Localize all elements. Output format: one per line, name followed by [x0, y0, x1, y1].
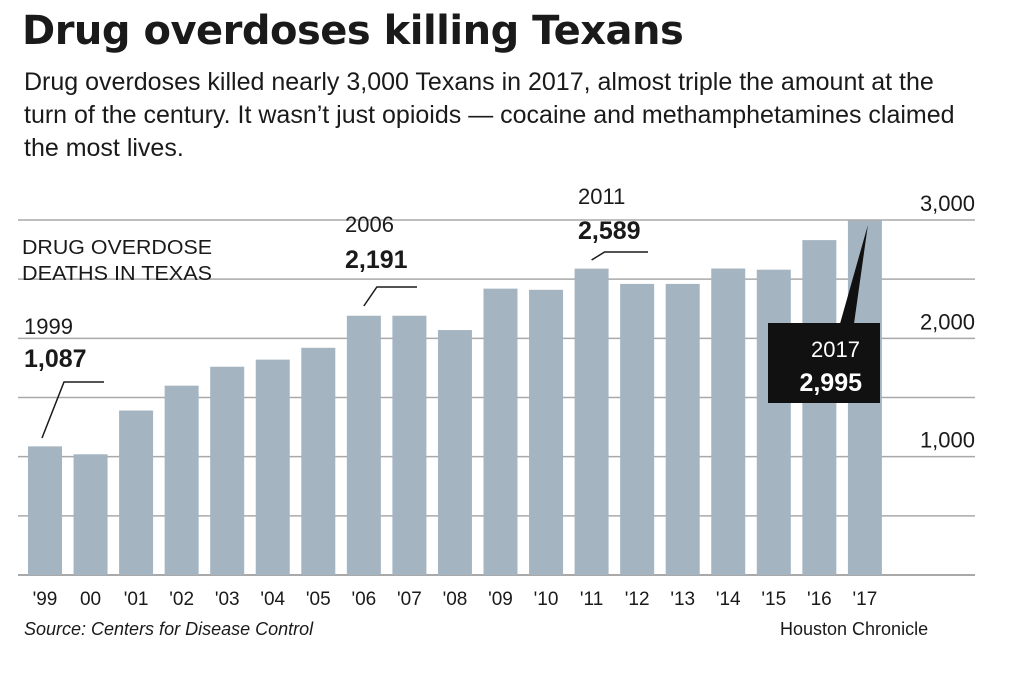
bar-07 — [392, 315, 427, 575]
x-tick-label: '08 — [443, 589, 468, 610]
callout-box — [768, 323, 880, 403]
chart-title: Drug overdoses killing Texans — [22, 8, 684, 54]
bar-06 — [346, 315, 381, 575]
annotation-value: 2,191 — [345, 246, 408, 274]
x-tick-label: '05 — [306, 589, 331, 610]
bar-03 — [210, 366, 245, 575]
y-tick-label: 1,000 — [920, 428, 975, 453]
bar-12 — [620, 283, 655, 575]
callout-pointer — [832, 225, 868, 352]
x-tick-label: '11 — [580, 589, 603, 610]
bar-10 — [529, 289, 564, 575]
annotation-pointer — [591, 251, 648, 261]
x-tick-label: '99 — [33, 589, 58, 610]
annotations: 1999 1,087 2006 2,191 2011 2,589 2017 2,995 — [24, 184, 880, 439]
bar-15 — [756, 269, 791, 575]
x-tick-label: '07 — [397, 589, 422, 610]
bar-99 — [28, 446, 62, 575]
annotation-pointer — [363, 286, 417, 307]
x-tick-label: '14 — [716, 589, 741, 610]
y-axis-ticks: 1,000 2,000 3,000 — [920, 191, 975, 453]
annotation-year: 2011 — [578, 184, 625, 209]
annotation-year: 1999 — [24, 314, 73, 339]
bar-09 — [483, 288, 518, 575]
x-tick-label: '15 — [761, 589, 786, 610]
x-tick-label: '17 — [853, 589, 878, 610]
x-tick-label: '04 — [260, 589, 285, 610]
x-tick-label: '10 — [534, 589, 559, 610]
bar-05 — [301, 347, 336, 575]
x-tick-label: '01 — [124, 589, 149, 610]
x-tick-label: '16 — [807, 589, 832, 610]
chart-subtitle: Drug overdoses killed nearly 3,000 Texan… — [24, 68, 955, 162]
bar-14 — [711, 268, 746, 575]
x-tick-label: '03 — [215, 589, 240, 610]
bar-04 — [255, 359, 290, 575]
x-tick-label: '09 — [488, 589, 513, 610]
x-tick-label: '12 — [625, 589, 650, 610]
x-tick-label: 00 — [80, 589, 101, 610]
x-tick-label: '06 — [351, 589, 376, 610]
y-tick-label: 2,000 — [920, 309, 975, 334]
publisher-credit: Houston Chronicle — [780, 619, 929, 639]
annotation-pointer — [41, 381, 104, 439]
annotation-year: 2017 — [811, 337, 860, 362]
annotation-value: 2,589 — [578, 217, 641, 245]
bar-08 — [437, 330, 472, 575]
bar-02 — [164, 385, 199, 575]
y-tick-label: 3,000 — [920, 191, 975, 216]
annotation-value: 2,995 — [799, 369, 862, 397]
bar-01 — [119, 410, 154, 575]
bar-16 — [802, 240, 837, 575]
annotation-year: 2006 — [345, 212, 394, 237]
y-axis-label-line-2: DEATHS IN TEXAS — [22, 263, 212, 285]
x-tick-label: '02 — [169, 589, 194, 610]
x-tick-label: '13 — [670, 589, 695, 610]
x-axis-labels: '99 00 '01 '02 '03 '04 '05 '06 '07 '08 '09 '10 '11 '1… — [33, 589, 878, 610]
annotation-value: 1,087 — [24, 345, 87, 373]
source-note: Source: Centers for Disease Control — [24, 619, 314, 639]
bar-11 — [574, 268, 609, 575]
y-axis-label-line-1: DRUG OVERDOSE — [22, 237, 212, 259]
bar-00 — [73, 454, 108, 575]
bar-13 — [665, 283, 700, 575]
